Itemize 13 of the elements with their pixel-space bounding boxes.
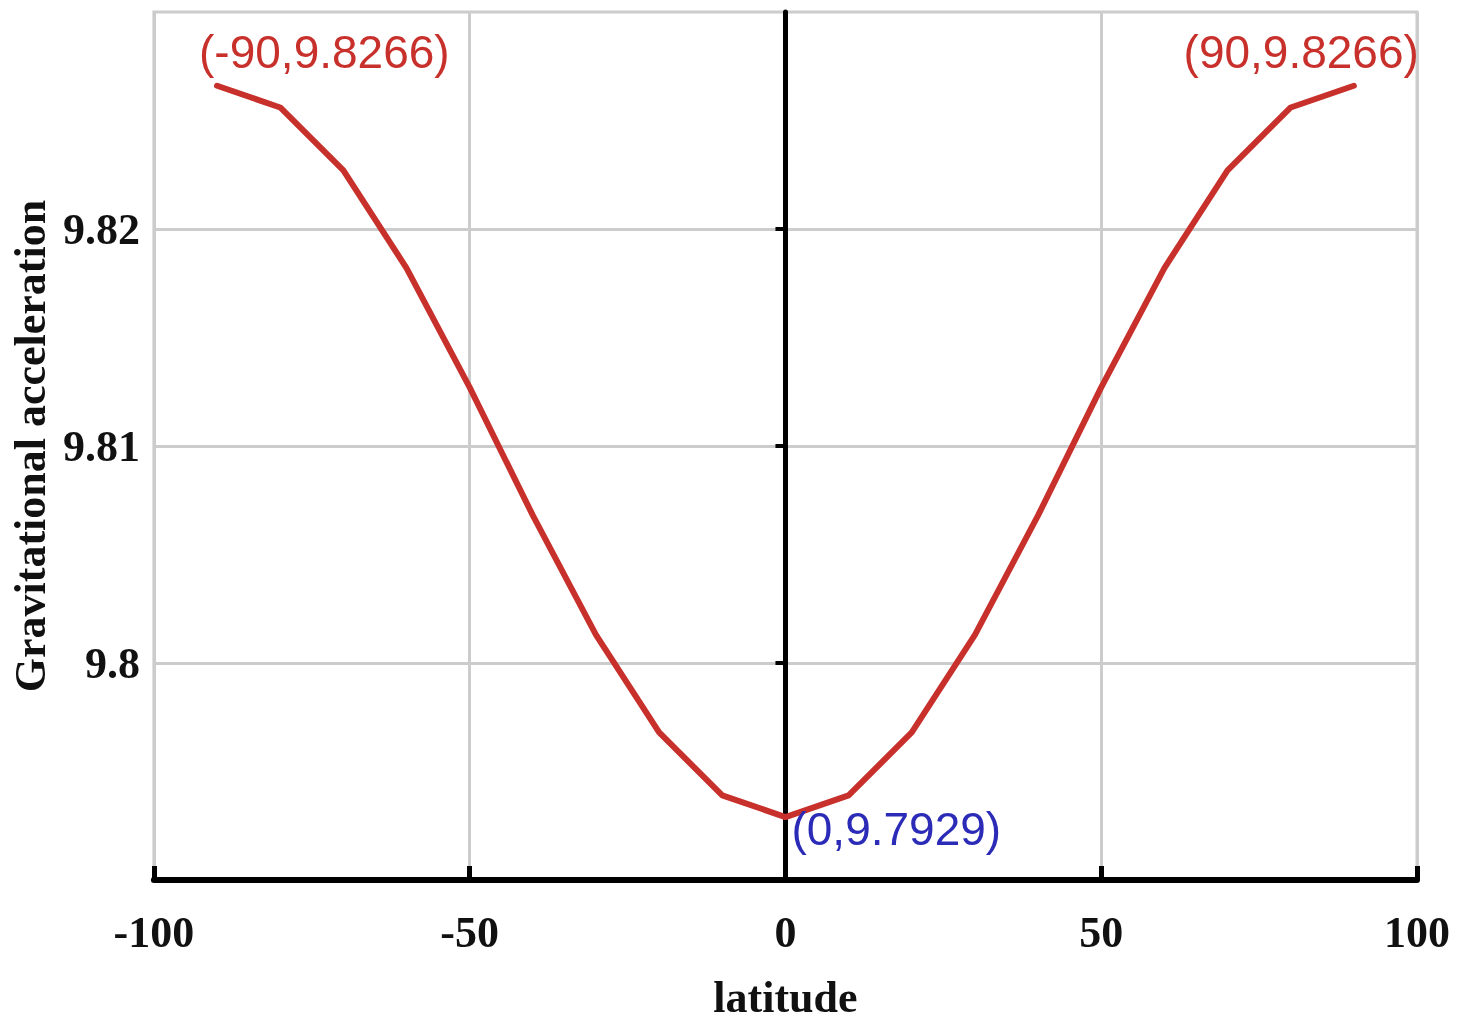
x-axis-title: latitude xyxy=(713,972,858,1022)
annotation: (-90,9.8266) xyxy=(199,25,450,78)
x-tick-label: 50 xyxy=(1079,907,1124,957)
y-axis-title: Gravitational acceleration xyxy=(5,199,55,693)
y-tick-label: 9.8 xyxy=(84,638,140,688)
y-tick-label: 9.81 xyxy=(62,421,140,471)
annotation: (90,9.8266) xyxy=(1183,25,1419,78)
x-tick-label: -100 xyxy=(113,907,195,957)
x-tick-label: -50 xyxy=(440,907,499,957)
annotation: (0,9.7929) xyxy=(791,803,1002,856)
x-tick-label: 100 xyxy=(1384,907,1450,957)
x-tick-label: 0 xyxy=(774,907,797,957)
y-tick-label: 9.82 xyxy=(62,204,140,254)
